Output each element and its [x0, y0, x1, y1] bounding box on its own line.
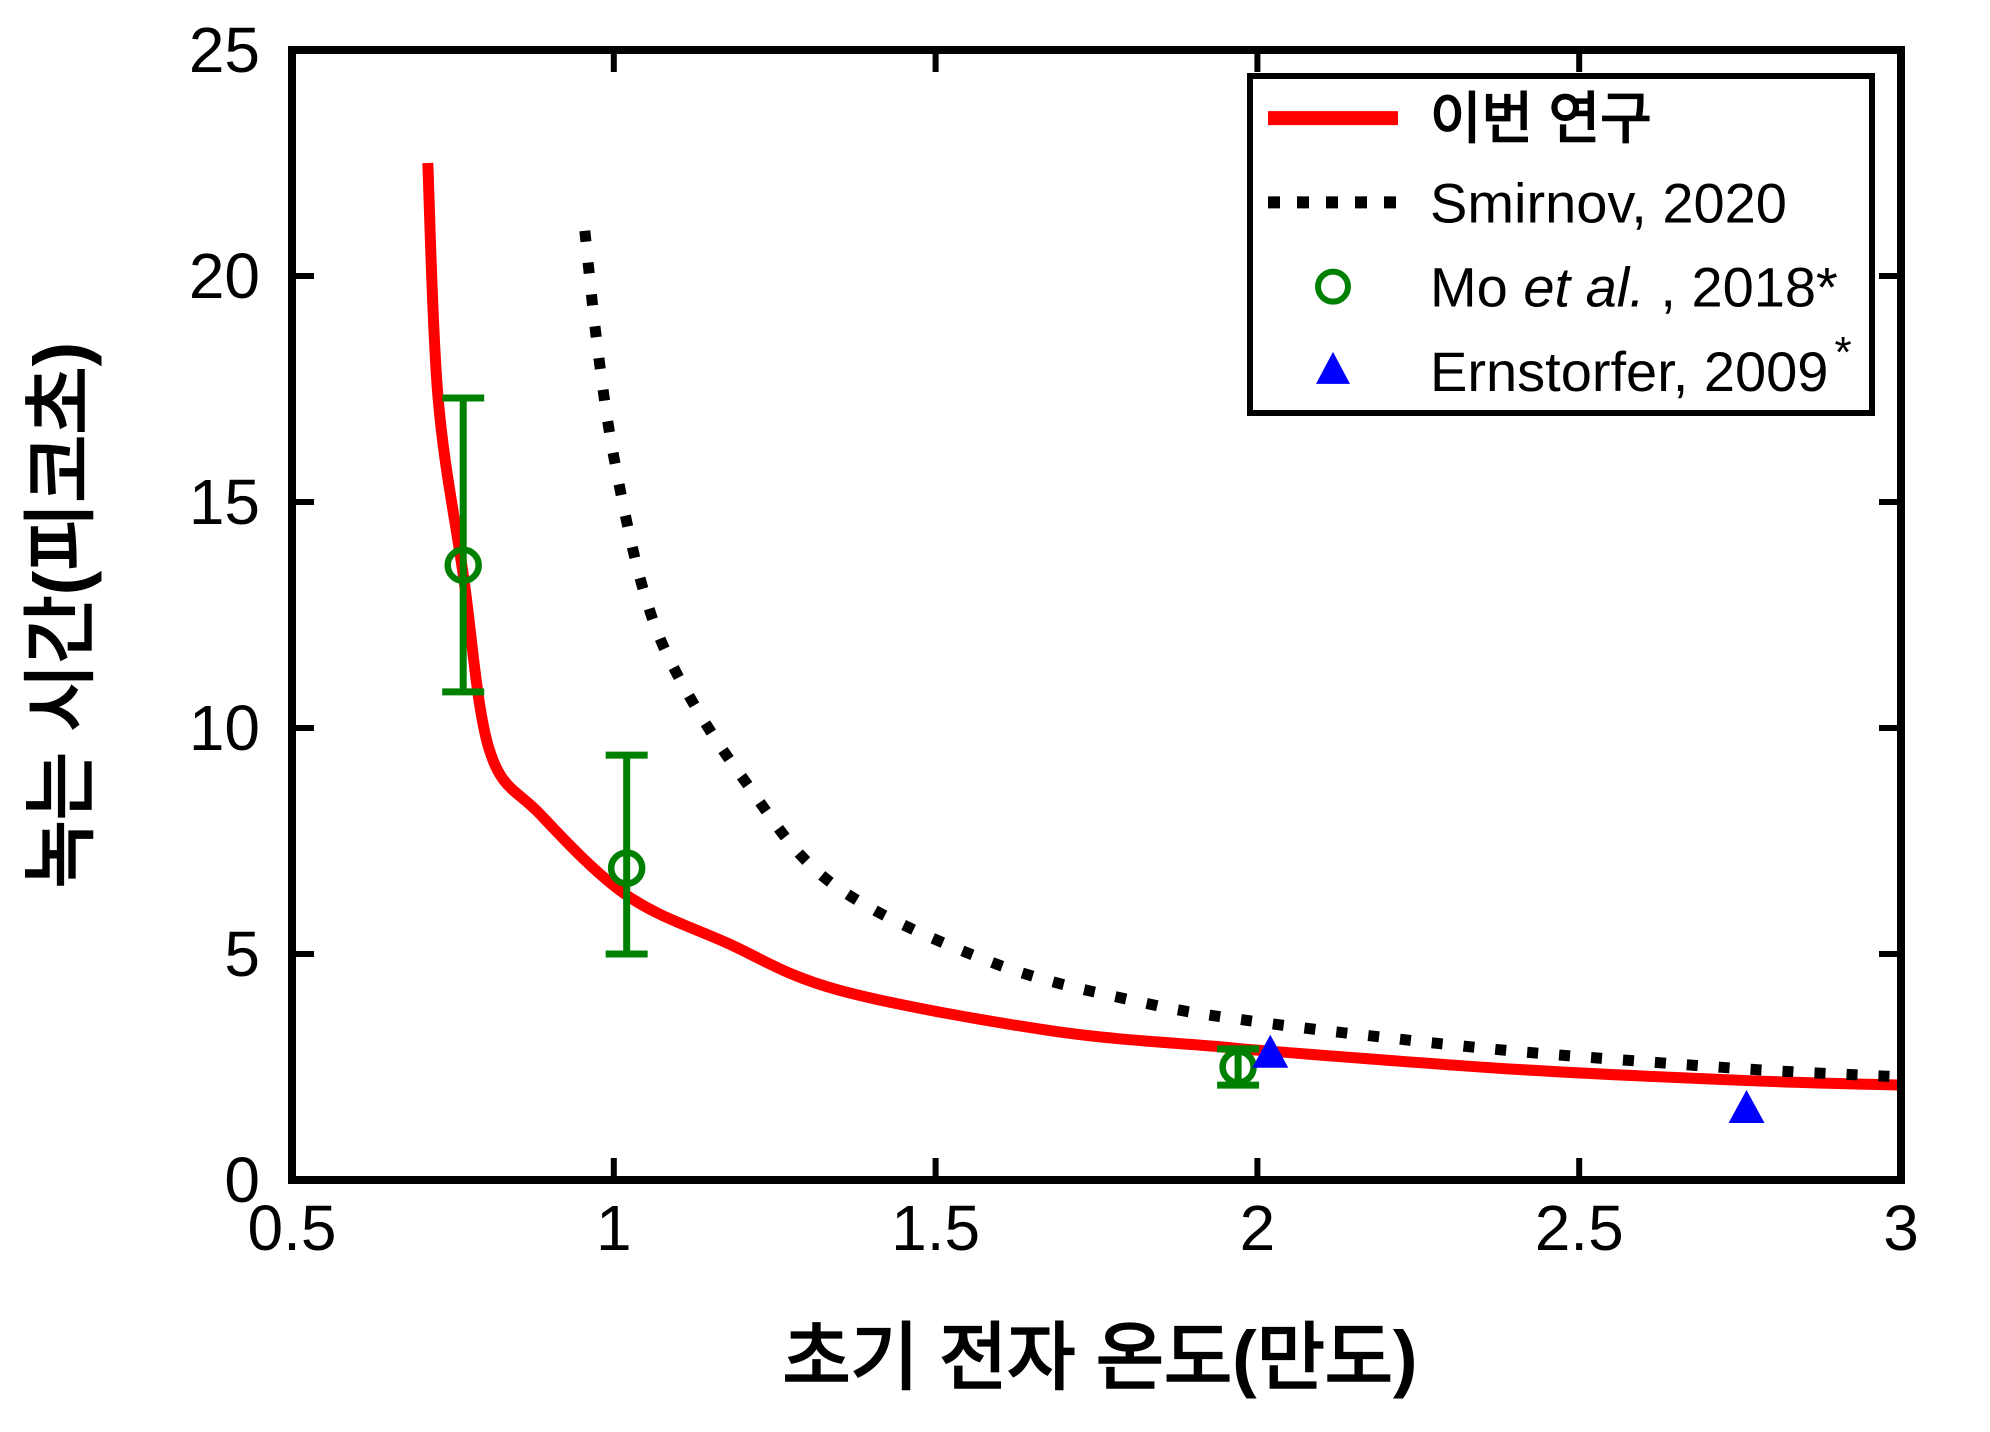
legend: 이번 연구 Smirnov, 2020 Mo et al. , 2018* Ernst…	[1247, 73, 1875, 416]
y-tick-label: 5	[224, 918, 260, 990]
y-tick-label: 25	[189, 14, 260, 86]
x-tick-label: 0.5	[248, 1192, 337, 1264]
x-tick-label: 1	[596, 1192, 632, 1264]
legend-triangle-icon	[1316, 351, 1350, 384]
y-tick-label: 0	[224, 1144, 260, 1216]
plot-border	[288, 46, 1905, 1184]
data-point-ernstorfer-2009	[1728, 1089, 1765, 1123]
legend-label: Ernstorfer, 2009 *	[1430, 328, 1852, 403]
x-tick-label: 2.5	[1535, 1192, 1624, 1264]
x-tick-label: 1.5	[891, 1192, 980, 1264]
legend-label: Smirnov, 2020	[1430, 171, 1787, 234]
x-tick-label: 3	[1883, 1192, 1919, 1264]
legend-label: Mo et al. , 2018*	[1430, 256, 1838, 319]
series-layer	[422, 162, 1902, 1123]
x-axis-label: 초기 전자 온도(만도)	[782, 1316, 1417, 1399]
legend-circle-icon	[1315, 268, 1351, 305]
data-point-mo-2018	[444, 546, 482, 585]
data-point-ernstorfer-2009	[1252, 1034, 1289, 1068]
tick-labels: 0.5 1 1.5 2 2.5 3 0 5 10 15 20 25	[189, 14, 1919, 1264]
data-point-mo-2018	[607, 849, 646, 887]
y-tick-label: 10	[189, 692, 260, 764]
curve-smirnov-2020	[579, 230, 1902, 1083]
y-tick-label: 20	[189, 240, 260, 312]
legend-label: 이번 연구	[1430, 87, 1652, 150]
legend-box	[1247, 73, 1875, 416]
y-tick-label: 15	[189, 466, 260, 538]
x-tick-label: 2	[1240, 1192, 1276, 1264]
y-axis-label: 녹는 시간(피코초)	[19, 342, 102, 888]
